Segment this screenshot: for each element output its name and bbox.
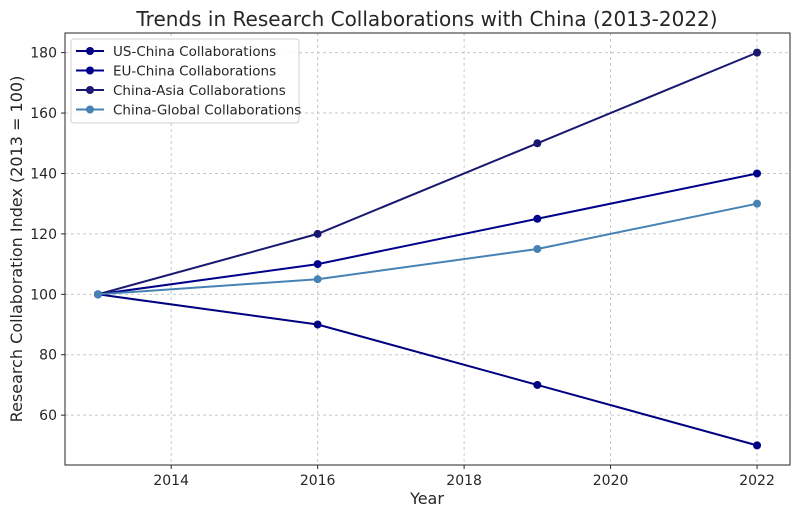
y-tick-label: 60: [39, 408, 57, 424]
y-tick-label: 120: [30, 227, 57, 243]
legend: US-China Collaborations EU-China Collabor…: [70, 38, 301, 124]
x-axis-label: Year: [409, 489, 444, 508]
data-point: [93, 290, 102, 299]
series-line: [97, 202, 758, 296]
data-point: [533, 245, 542, 253]
series-3: [93, 199, 762, 299]
series-1: [93, 169, 762, 299]
legend-marker-icon: [86, 86, 94, 94]
y-axis-label: Research Collaboration Index (2013 = 100…: [7, 76, 26, 423]
legend-box: [70, 38, 300, 124]
legend-entry: US-China Collaborations: [76, 44, 276, 60]
data-point: [753, 441, 762, 450]
x-tick-label: 2018: [446, 473, 482, 489]
legend-entry: EU-China Collaborations: [76, 64, 276, 80]
chart-title: Trends in Research Collaborations with C…: [135, 7, 717, 31]
data-point: [753, 169, 762, 178]
data-point: [313, 260, 322, 269]
legend-entry: China-Global Collaborations: [76, 103, 301, 119]
legend-entry: China-Asia Collaborations: [76, 83, 286, 99]
x-tick-label: 2016: [300, 473, 336, 489]
plot-frame: [64, 32, 791, 466]
legend-marker-icon: [86, 66, 94, 75]
data-point: [313, 275, 322, 284]
y-tick-label: 80: [39, 348, 57, 364]
legend-label: China-Global Collaborations: [113, 103, 301, 119]
legend-label: EU-China Collaborations: [113, 64, 276, 80]
data-point: [533, 214, 542, 223]
legend-label: China-Asia Collaborations: [113, 83, 286, 99]
series-0: [93, 290, 762, 450]
legend-marker-icon: [86, 105, 94, 114]
legend-marker-icon: [86, 47, 94, 55]
x-tick-label: 2020: [593, 473, 629, 489]
x-tick-label: 2022: [739, 473, 775, 489]
x-tick-label: 2014: [153, 473, 189, 489]
y-tick-label: 140: [30, 166, 57, 182]
series-line: [97, 51, 758, 296]
series-line: [97, 293, 758, 447]
y-tick-label: 160: [30, 106, 57, 122]
axis-ticks: 2014 2016 2018 2020 2022 60 80 100 120 140 160 180: [30, 46, 775, 489]
data-point: [753, 199, 762, 208]
data-point: [313, 229, 322, 238]
series-line: [97, 172, 758, 296]
data-point: [533, 139, 542, 148]
data-point: [533, 380, 542, 389]
y-tick-label: 100: [30, 287, 57, 303]
legend-label: US-China Collaborations: [113, 44, 276, 60]
data-point: [753, 48, 762, 57]
y-tick-label: 180: [30, 46, 57, 62]
data-point: [313, 320, 322, 329]
series-lines: [93, 48, 762, 450]
